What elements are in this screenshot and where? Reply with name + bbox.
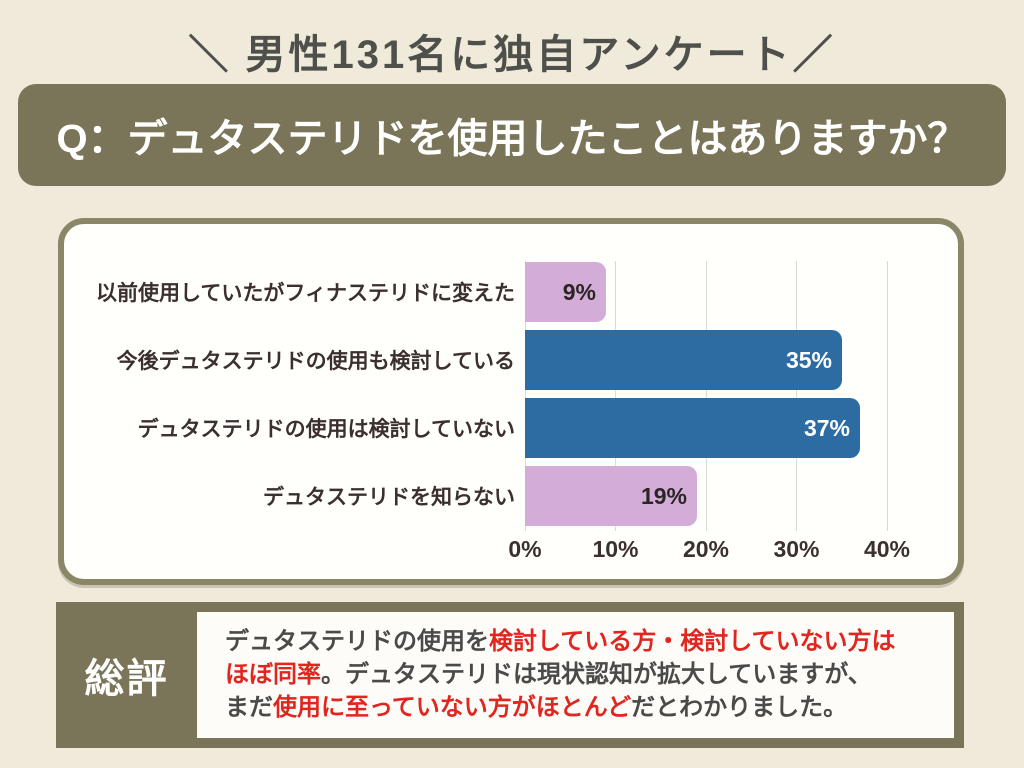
x-axis-tick-label: 30% (773, 536, 820, 562)
summary-segment: 使用に至っていない方がほとんど (273, 694, 632, 721)
summary-segment: だとわかりました。 (631, 694, 848, 721)
summary-section: 総評 デュタステリドの使用を検討している方・検討していない方は ほぼ同率。デュタス… (56, 602, 964, 748)
category-label: デュタステリドを知らない (263, 486, 515, 509)
bar: 19% (525, 466, 697, 526)
bar: 35% (525, 330, 842, 390)
category-label: デュタステリドの使用は検討していない (137, 418, 515, 441)
gridline (524, 261, 526, 531)
x-axis-tick-label: 40% (863, 536, 911, 562)
category-label: 以前使用していたがフィナステリドに変えた (96, 282, 515, 305)
bar-value-label: 9% (562, 278, 596, 305)
x-axis-tick-label: 0% (508, 536, 542, 562)
summary-line: まだ使用に至っていない方がほとんどだとわかりました。 (225, 691, 954, 724)
bar-value-label: 19% (640, 482, 687, 509)
summary-segment: 検討している方・検討していない方は (489, 628, 896, 655)
summary-segment: 。デュタステリドは現状認知が拡大していますが、 (321, 661, 872, 688)
plot-area (524, 261, 888, 531)
page-title: ＼ 男性131名に独自アンケート／ (188, 33, 836, 77)
summary-heading: 総評 (84, 657, 169, 701)
bar: 37% (525, 398, 860, 458)
gridline (615, 261, 616, 531)
question-text: Q：デュタステリドを使用したことはありますか？ (56, 117, 968, 161)
bar: 9% (525, 262, 606, 322)
x-axis-tick-label: 20% (682, 536, 730, 562)
summary-segment: デュタステリドの使用を (225, 628, 489, 655)
summary-line: ほぼ同率。デュタステリドは現状認知が拡大していますが、 (225, 658, 954, 691)
question-banner: Q：デュタステリドを使用したことはありますか？ (18, 84, 1006, 186)
category-label: 今後デュタステリドの使用も検討している (116, 350, 515, 373)
bar-chart: 0% 10% 20% 30% 40% 以前使用していたがフィナステリドに変えた 9% 今後デュ… (64, 224, 958, 579)
x-axis-tick-label: 10% (592, 536, 639, 562)
bar-value-label: 35% (785, 346, 832, 373)
summary-line: デュタステリドの使用を検討している方・検討していない方は (225, 625, 954, 658)
gridline (796, 261, 797, 531)
summary-segment: ほぼ同率 (225, 661, 321, 688)
summary-segment: まだ (225, 694, 273, 721)
gridline (705, 261, 707, 531)
bar-value-label: 37% (803, 414, 850, 441)
summary-text-box: デュタステリドの使用を検討している方・検討していない方は ほぼ同率。デュタステリド… (197, 612, 954, 738)
chart-card: 0% 10% 20% 30% 40% 以前使用していたがフィナステリドに変えた 9% 今後デュ… (58, 218, 964, 585)
gridline (886, 261, 888, 531)
